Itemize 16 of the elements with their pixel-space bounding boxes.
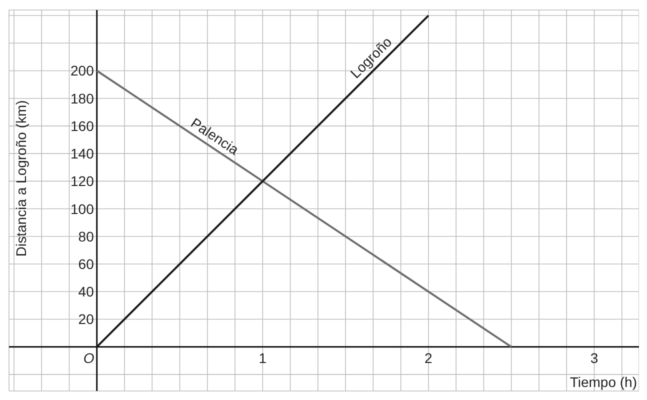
y-tick-label: 80 — [78, 228, 94, 244]
y-tick-label: 180 — [70, 90, 94, 106]
y-axis-title: Distancia a Logroño (km) — [13, 100, 29, 257]
y-tick-label: 120 — [70, 173, 94, 190]
x-axis-title: Tiempo (h) — [570, 374, 637, 390]
y-tick-label: 40 — [78, 284, 94, 300]
y-tick-label: 160 — [70, 118, 94, 134]
y-tick-label: 100 — [70, 200, 94, 217]
y-tick-label: 60 — [78, 256, 94, 272]
x-tick-label: 2 — [424, 350, 433, 366]
y-tick-label: 20 — [78, 311, 94, 328]
x-tick-label: O — [83, 350, 94, 366]
y-tick-label: 140 — [70, 146, 94, 162]
x-tick-label: 1 — [258, 350, 267, 366]
y-tick-label: 200 — [70, 62, 94, 79]
x-tick-label: 3 — [590, 350, 598, 366]
